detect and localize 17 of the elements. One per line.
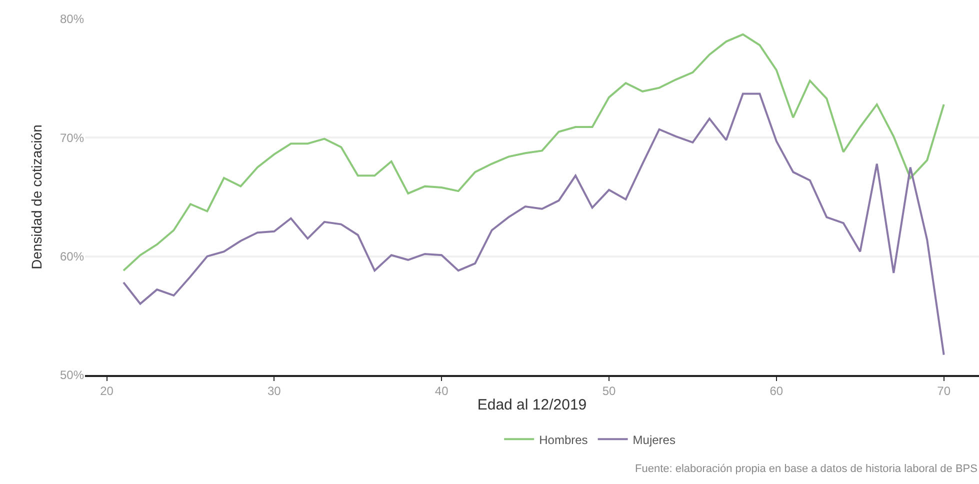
x-tick-label: 30 [268,384,282,398]
y-axis-title: Densidad de cotización [28,124,45,270]
source-note: Fuente: elaboración propia en base a datos de historia laboral de BPS [635,463,978,475]
y-tick-label: 80% [60,12,84,26]
y-tick-label: 60% [60,250,84,264]
x-tick-label: 20 [100,384,114,398]
x-tick-label: 40 [434,384,449,398]
line-series [122,33,945,272]
legend-label: Hombres [539,432,588,447]
legend-label: Mujeres [632,432,676,447]
y-tick-label: 50% [60,368,84,382]
y-tick-label: 70% [60,130,84,145]
x-axis-title: Edad al 12/2019 [477,396,587,414]
x-tick-label: 70 [937,384,951,398]
x-tick-label: 60 [770,384,784,398]
x-tick-label: 50 [602,384,616,398]
line-series [122,92,945,356]
